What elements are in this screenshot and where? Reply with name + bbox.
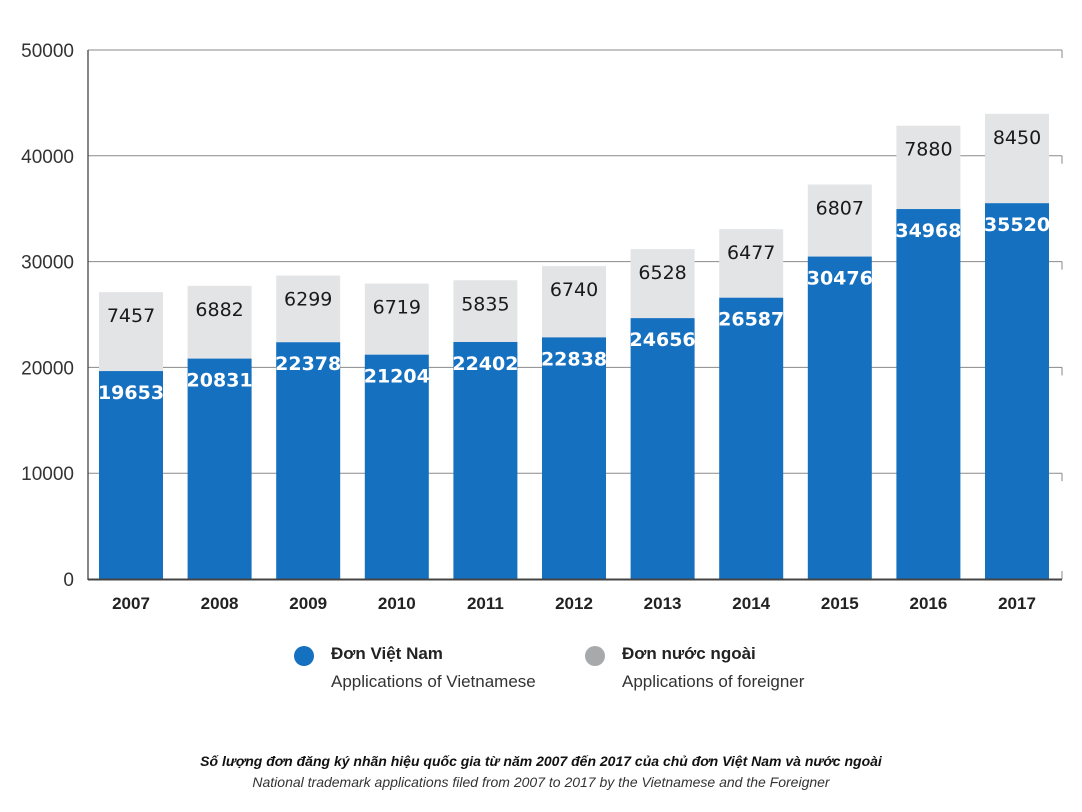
bar-foreign-2009 xyxy=(276,275,341,343)
bar-vietnamese-2009 xyxy=(276,342,341,579)
bar-vietnamese-2011 xyxy=(453,341,518,579)
data-label-vietnamese-2017: 35520 xyxy=(984,214,1050,236)
data-label-vietnamese-2009: 22378 xyxy=(275,353,341,375)
data-label-foreign-2008: 6882 xyxy=(195,299,243,321)
y-tick-label: 40000 xyxy=(21,147,74,168)
data-label-vietnamese-2008: 20831 xyxy=(187,370,253,392)
data-label-vietnamese-2014: 26587 xyxy=(718,309,784,331)
bar-foreign-2011 xyxy=(453,280,518,342)
x-tick-label: 2008 xyxy=(201,594,239,613)
caption-english: National trademark applications filed fr… xyxy=(252,774,830,790)
legend-swatch-foreigner xyxy=(585,646,605,666)
bar-foreign-2010 xyxy=(364,283,429,355)
data-label-vietnamese-2010: 21204 xyxy=(364,366,430,388)
x-tick-label: 2014 xyxy=(732,594,770,613)
data-label-foreign-2007: 7457 xyxy=(107,305,155,327)
data-label-vietnamese-2011: 22402 xyxy=(452,353,518,375)
x-tick-label: 2016 xyxy=(909,594,947,613)
y-tick-label: 10000 xyxy=(21,464,74,485)
data-label-vietnamese-2012: 22838 xyxy=(541,348,607,370)
bars xyxy=(99,113,1049,579)
x-tick-label: 2007 xyxy=(112,594,150,613)
data-labels: 19653 7457 20831 6882 22378 6299 21204 6719 2240… xyxy=(98,127,1050,404)
data-label-foreign-2015: 6807 xyxy=(816,198,864,220)
x-axis-ticks: 2007 2008 2009 2010 2011 2012 2013 2014 2015 2016… xyxy=(112,594,1036,613)
bar-foreign-2007 xyxy=(99,292,163,372)
data-label-foreign-2010: 6719 xyxy=(373,297,421,319)
bar-vietnamese-2012 xyxy=(542,337,606,579)
bar-foreign-2016 xyxy=(896,125,961,210)
bar-foreign-2012 xyxy=(542,266,606,338)
x-tick-label: 2017 xyxy=(998,594,1036,613)
data-label-vietnamese-2015: 30476 xyxy=(807,268,873,290)
legend-swatch-vietnamese xyxy=(294,646,314,666)
caption-vietnamese: Số lượng đơn đăng ký nhãn hiệu quốc gia … xyxy=(200,753,882,769)
x-tick-label: 2013 xyxy=(644,594,682,613)
y-tick-label: 20000 xyxy=(21,358,74,379)
legend-label-vietnamese: Đơn Việt Nam xyxy=(331,644,443,663)
bar-vietnamese-2017 xyxy=(985,203,1049,579)
y-tick-label: 30000 xyxy=(21,253,74,274)
y-axis-ticks: 0 10000 20000 30000 40000 50000 xyxy=(21,41,74,591)
legend-sublabel-foreigner: Applications of foreigner xyxy=(622,672,805,691)
x-tick-label: 2012 xyxy=(555,594,593,613)
data-label-vietnamese-2007: 19653 xyxy=(98,382,164,404)
bar-foreign-2017 xyxy=(985,113,1049,204)
bar-vietnamese-2013 xyxy=(630,318,695,579)
x-tick-label: 2011 xyxy=(467,594,504,613)
data-label-foreign-2016: 7880 xyxy=(904,139,952,161)
x-tick-label: 2015 xyxy=(821,594,859,613)
data-label-foreign-2014: 6477 xyxy=(727,242,775,264)
x-tick-label: 2010 xyxy=(378,594,416,613)
data-label-foreign-2009: 6299 xyxy=(284,289,332,311)
legend-label-foreigner: Đơn nước ngoài xyxy=(622,644,756,663)
data-label-vietnamese-2016: 34968 xyxy=(895,220,961,242)
bar-vietnamese-2010 xyxy=(364,354,429,579)
y-tick-label: 0 xyxy=(63,570,74,591)
legend-sublabel-vietnamese: Applications of Vietnamese xyxy=(331,672,536,691)
data-label-foreign-2012: 6740 xyxy=(550,279,598,301)
bar-vietnamese-2008 xyxy=(187,358,252,579)
bar-vietnamese-2014 xyxy=(719,297,784,579)
x-tick-label: 2009 xyxy=(289,594,327,613)
data-label-vietnamese-2013: 24656 xyxy=(630,329,696,351)
bar-foreign-2008 xyxy=(187,285,252,359)
bar-vietnamese-2016 xyxy=(896,209,961,579)
bar-vietnamese-2007 xyxy=(99,371,163,579)
bar-foreign-2015 xyxy=(807,184,872,257)
y-tick-label: 50000 xyxy=(21,41,74,62)
bar-vietnamese-2015 xyxy=(807,256,872,579)
bar-foreign-2013 xyxy=(630,249,695,319)
data-label-foreign-2017: 8450 xyxy=(993,127,1041,149)
data-label-foreign-2011: 5835 xyxy=(461,293,509,315)
bar-foreign-2014 xyxy=(719,229,784,298)
data-label-foreign-2013: 6528 xyxy=(638,262,686,284)
